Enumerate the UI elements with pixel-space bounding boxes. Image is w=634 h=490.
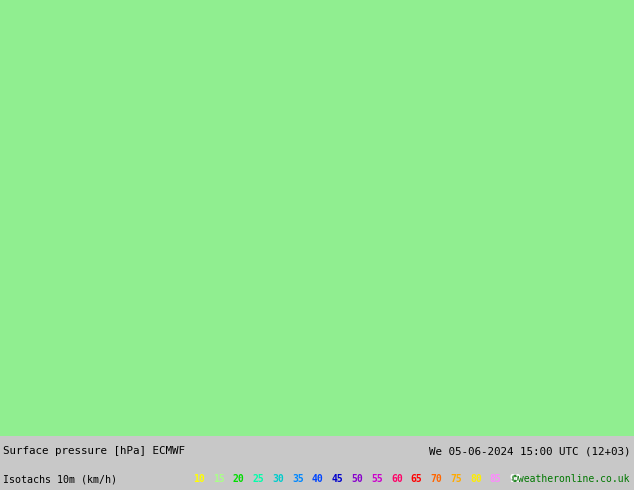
Text: 40: 40 bbox=[312, 474, 324, 484]
Text: We 05-06-2024 15:00 UTC (12+03): We 05-06-2024 15:00 UTC (12+03) bbox=[429, 446, 631, 456]
Text: 20: 20 bbox=[233, 474, 245, 484]
Text: 50: 50 bbox=[351, 474, 363, 484]
Text: 25: 25 bbox=[253, 474, 264, 484]
Text: 10: 10 bbox=[193, 474, 205, 484]
Text: 15: 15 bbox=[213, 474, 225, 484]
Text: Surface pressure [hPa] ECMWF: Surface pressure [hPa] ECMWF bbox=[3, 446, 185, 456]
Text: ©weatheronline.co.uk: ©weatheronline.co.uk bbox=[512, 474, 630, 484]
Text: Isotachs 10m (km/h): Isotachs 10m (km/h) bbox=[3, 474, 117, 484]
Text: 75: 75 bbox=[450, 474, 462, 484]
Text: 55: 55 bbox=[372, 474, 383, 484]
Text: 70: 70 bbox=[430, 474, 443, 484]
Text: 65: 65 bbox=[411, 474, 422, 484]
Text: 90: 90 bbox=[510, 474, 521, 484]
Text: 35: 35 bbox=[292, 474, 304, 484]
Text: 80: 80 bbox=[470, 474, 482, 484]
Text: 85: 85 bbox=[490, 474, 501, 484]
Text: 30: 30 bbox=[273, 474, 284, 484]
Text: 45: 45 bbox=[332, 474, 344, 484]
Text: 60: 60 bbox=[391, 474, 403, 484]
